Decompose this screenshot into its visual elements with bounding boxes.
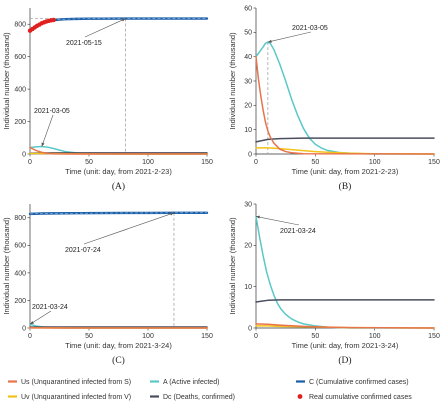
y-tick-label: 20	[244, 103, 252, 110]
annotation-label: 2021-07-24	[65, 247, 101, 254]
annotation-label: 2021-03-24	[32, 304, 68, 311]
legend: Us (Unquarantined infected from S) A (Act…	[8, 379, 412, 401]
x-axis-label: Time (unit: day, from 2021-3-24)	[65, 341, 172, 350]
x-tick-label: 100	[142, 333, 154, 340]
series-line-c-dashed	[29, 212, 207, 215]
y-tick-label: 10	[244, 284, 252, 291]
y-tick-label: 200	[14, 298, 26, 305]
x-tick-label: 150	[428, 333, 440, 340]
legend-label: Uv (Unquarantined infected from V)	[21, 394, 131, 401]
legend-item-c: C (Cumulative confirmed cases)	[296, 379, 409, 386]
x-tick-label: 150	[201, 159, 213, 166]
real-case-point	[51, 17, 56, 23]
annotation-label: 2021-05-15	[66, 40, 102, 47]
annotation-label: 2021-03-24	[280, 228, 316, 235]
panel-1: 0 50 100 150 0 200 400 600 800 Time (unit: day, f…	[2, 8, 213, 192]
legend-label: Real cumulative confirmed cases	[309, 394, 412, 401]
y-tick-label: 600	[14, 243, 26, 250]
annotation-arrow	[267, 31, 312, 43]
y-tick-label: 800	[14, 215, 26, 222]
y-axis-label: Individual number (thousand)	[2, 217, 11, 315]
panel-3: 0 50 100 150 0 200 400 600 800 Time (unit: day, f…	[2, 204, 213, 366]
y-tick-label: 400	[14, 270, 26, 277]
panel-label: (D)	[338, 355, 351, 366]
legend-label: C (Cumulative confirmed cases)	[309, 379, 409, 386]
annotation-arrow	[41, 114, 54, 147]
panel-label: (C)	[112, 355, 125, 366]
y-tick-label: 800	[14, 22, 26, 29]
annotation-arrow	[83, 212, 175, 245]
annotation-arrowhead	[256, 215, 260, 219]
legend-item-real: Real cumulative confirmed cases	[297, 394, 412, 401]
annotation-arrow	[255, 216, 300, 226]
legend-item-us: Us (Unquarantined infected from S)	[8, 379, 131, 386]
series-line-dc	[255, 299, 435, 303]
panel-2: 0 50 100 150 0 10 20 30 40 50 60 Time (unit: day, f…	[228, 5, 440, 192]
y-tick-label: 200	[14, 119, 26, 126]
y-tick-label: 20	[244, 243, 252, 250]
x-tick-label: 0	[28, 159, 32, 166]
x-tick-label: 100	[369, 159, 381, 166]
series-line-us	[255, 55, 435, 155]
x-tick-label: 0	[28, 333, 32, 340]
x-axis-label: Time (unit: day, from 2021-2-23)	[292, 167, 399, 176]
y-tick-label: 0	[248, 325, 252, 332]
y-tick-label: 10	[244, 127, 252, 134]
x-axis-label: Time (unit: day, from 2021-2-23)	[65, 167, 172, 176]
annotation-label: 2021-03-05	[292, 25, 328, 32]
y-tick-label: 30	[244, 78, 252, 85]
y-tick-label: 0	[22, 151, 26, 158]
y-axis-label: Individual number (thousand)	[228, 32, 237, 130]
y-tick-label: 40	[244, 54, 252, 61]
legend-label: Dc (Deaths, confirmed)	[163, 394, 235, 401]
x-axis-label: Time (unit: day, from 2021-3-24)	[292, 341, 399, 350]
x-tick-label: 100	[142, 159, 154, 166]
annotation-arrowhead	[121, 18, 126, 22]
legend-swatch-dot	[297, 394, 303, 399]
y-tick-label: 0	[22, 325, 26, 332]
y-tick-label: 400	[14, 87, 26, 94]
y-tick-label: 600	[14, 54, 26, 61]
legend-item-dc: Dc (Deaths, confirmed)	[150, 394, 235, 401]
y-tick-label: 30	[244, 201, 252, 208]
legend-label: A (Active infected)	[163, 379, 219, 386]
y-tick-label: 50	[244, 30, 252, 37]
x-tick-label: 50	[85, 159, 93, 166]
annotation-arrow	[29, 310, 52, 325]
legend-item-a: A (Active infected)	[150, 379, 219, 386]
y-axis-label: Individual number (thousand)	[2, 32, 11, 130]
annotation-arrowhead	[169, 212, 174, 216]
annotation-arrowhead	[30, 320, 34, 325]
legend-item-uv: Uv (Unquarantined infected from V)	[8, 394, 131, 401]
series-line-c	[28, 17, 209, 32]
series-line-dc	[255, 137, 435, 143]
x-tick-label: 150	[428, 159, 440, 166]
x-tick-label: 50	[311, 333, 319, 340]
series-line-us	[255, 323, 435, 329]
y-tick-label: 60	[244, 5, 252, 12]
y-axis-label: Individual number (thousand)	[228, 217, 237, 315]
panel-label: (B)	[339, 181, 352, 192]
x-tick-label: 0	[254, 333, 258, 340]
legend-label: Us (Unquarantined infected from S)	[21, 379, 131, 386]
annotation-label: 2021-03-05	[34, 108, 70, 115]
x-tick-label: 100	[369, 333, 381, 340]
x-tick-label: 50	[85, 333, 93, 340]
series-line-us	[29, 146, 208, 155]
panel-label: (A)	[112, 181, 125, 192]
annotation-arrow	[84, 18, 126, 38]
x-tick-label: 50	[311, 159, 319, 166]
y-tick-label: 0	[248, 151, 252, 158]
annotation-arrowhead	[267, 39, 272, 43]
annotation-arrowhead	[41, 142, 45, 147]
series-line-a	[255, 41, 435, 155]
x-tick-label: 0	[254, 159, 258, 166]
series-line-c-dashed	[29, 18, 207, 31]
x-tick-label: 150	[201, 333, 213, 340]
panel-4: 0 50 100 150 0 10 20 30 Time (unit: day, from 20…	[228, 201, 440, 366]
